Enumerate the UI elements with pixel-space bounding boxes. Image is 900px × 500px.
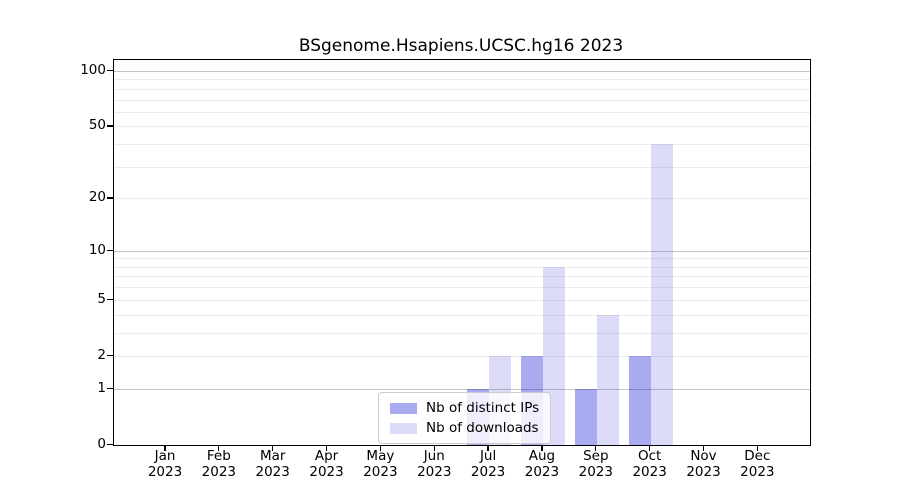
gridline-minor — [114, 332, 810, 334]
legend-item: Nb of downloads — [390, 420, 539, 436]
gridline-minor — [114, 198, 810, 200]
x-tick-label: Apr 2023 — [299, 448, 355, 480]
legend: Nb of distinct IPs Nb of downloads — [378, 392, 552, 444]
x-tick-month: Mar — [259, 448, 286, 464]
x-tick-month: Feb — [206, 448, 231, 464]
x-tick-year: 2023 — [201, 463, 237, 480]
x-tick-year: 2023 — [632, 463, 667, 480]
x-tick-label: Jul 2023 — [460, 448, 516, 480]
x-tick-year: 2023 — [740, 463, 775, 480]
y-tick-mark — [107, 125, 113, 127]
y-tick-mark — [107, 387, 113, 390]
x-tick-mark — [487, 445, 489, 452]
gridline-minor — [114, 314, 810, 316]
x-tick-mark — [379, 445, 382, 452]
x-tick-mark — [218, 445, 220, 452]
legend-swatch — [390, 402, 417, 414]
y-tick-mark — [107, 444, 113, 446]
chart-title: BSgenome.Hsapiens.UCSC.hg16 2023 — [298, 36, 624, 56]
x-tick-mark — [595, 445, 597, 452]
legend-label: Nb of distinct IPs — [426, 400, 540, 416]
x-tick-mark — [541, 445, 543, 452]
x-tick-month: Sep — [583, 448, 609, 464]
y-tick-label: 20 — [88, 189, 106, 206]
x-tick-label: May 2023 — [352, 448, 408, 480]
x-tick-year: 2023 — [524, 463, 560, 480]
gridline-minor — [114, 126, 810, 128]
x-tick-mark — [702, 445, 705, 452]
y-tick-label: 0 — [97, 436, 106, 452]
x-tick-year: 2023 — [363, 463, 398, 480]
bar-downloads-sep — [596, 314, 619, 445]
y-tick-label: 100 — [80, 62, 106, 78]
x-tick-month: Oct — [637, 448, 662, 464]
y-tick-mark — [107, 249, 113, 251]
bars-layer — [114, 60, 810, 445]
y-tick-label: 2 — [97, 346, 106, 363]
x-tick-year: 2023 — [309, 463, 344, 480]
x-tick-mark — [756, 445, 758, 452]
legend-label: Nb of downloads — [426, 420, 539, 436]
gridline-major — [114, 388, 810, 390]
x-tick-mark — [272, 445, 274, 452]
x-tick-month: Apr — [314, 448, 339, 464]
gridline-major — [114, 71, 810, 72]
x-tick-year: 2023 — [147, 463, 183, 480]
y-tick-label: 10 — [88, 241, 106, 258]
x-tick-month: Dec — [744, 448, 771, 464]
y-tick-mark — [107, 298, 113, 301]
x-tick-label: Mar 2023 — [245, 448, 301, 480]
gridline-minor — [114, 355, 810, 357]
x-tick-month: May — [366, 448, 395, 464]
grid-layer — [114, 60, 810, 445]
gridline-minor — [114, 299, 810, 301]
gridline-minor — [114, 88, 810, 90]
x-tick-mark — [433, 445, 435, 452]
gridline-minor — [114, 276, 810, 278]
y-tick-mark — [107, 70, 113, 72]
x-tick-label: Oct 2023 — [622, 448, 678, 480]
gridline-minor — [114, 111, 810, 113]
x-tick-year: 2023 — [470, 463, 506, 480]
x-tick-label: Aug 2023 — [514, 448, 570, 480]
bar-distinct-ips-oct — [628, 355, 651, 445]
x-tick-year: 2023 — [417, 463, 452, 480]
gridline-minor — [114, 287, 810, 289]
x-tick-month: Jul — [479, 448, 497, 464]
gridline-minor — [114, 79, 810, 81]
y-tick-mark — [107, 197, 113, 199]
x-tick-year: 2023 — [686, 463, 721, 480]
x-tick-mark — [325, 445, 328, 452]
y-tick-label: 5 — [97, 290, 106, 307]
x-tick-label: Feb 2023 — [191, 448, 247, 480]
x-tick-label: Sep 2023 — [568, 448, 624, 480]
x-tick-month: Aug — [528, 448, 556, 464]
legend-swatch — [390, 422, 417, 434]
x-tick-year: 2023 — [255, 463, 290, 480]
x-tick-month: Nov — [690, 448, 717, 464]
gridline-minor — [114, 266, 810, 268]
x-tick-year: 2023 — [578, 463, 613, 480]
x-tick-mark — [164, 445, 166, 452]
x-tick-month: Jan — [154, 448, 176, 464]
y-tick-label: 1 — [97, 379, 106, 396]
y-tick-mark — [107, 354, 113, 357]
legend-item: Nb of distinct IPs — [390, 400, 539, 416]
x-tick-mark — [649, 445, 651, 452]
gridline-minor — [114, 166, 810, 168]
gridline-minor — [114, 99, 810, 101]
bar-distinct-ips-sep — [574, 388, 597, 445]
x-tick-label: Nov 2023 — [676, 448, 732, 480]
x-tick-label: Jun 2023 — [406, 448, 462, 480]
y-tick-label: 50 — [88, 117, 106, 134]
x-tick-month: Jun — [423, 448, 445, 464]
gridline-major — [114, 250, 810, 252]
gridline-minor — [114, 144, 810, 146]
bar-downloads-oct — [650, 144, 673, 445]
x-tick-label: Dec 2023 — [729, 448, 785, 480]
gridline-minor — [114, 258, 810, 260]
plot-area: Nb of distinct IPs Nb of downloads — [113, 59, 811, 446]
x-tick-label: Jan 2023 — [137, 448, 193, 480]
